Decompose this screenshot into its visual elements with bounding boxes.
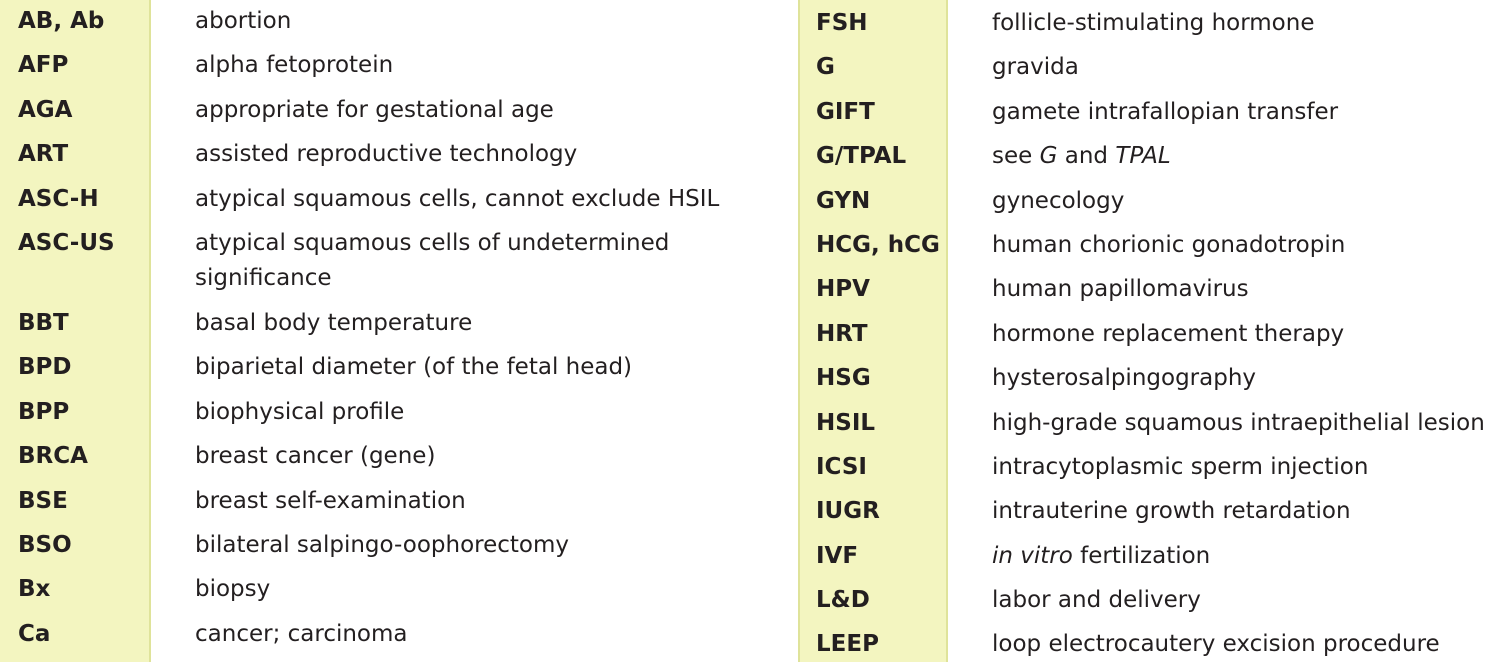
definition: gravida: [992, 54, 1079, 81]
definition: loop electrocautery excision procedure: [992, 631, 1440, 658]
definition: assisted reproductive technology: [195, 141, 578, 168]
definition: breast self-examination: [195, 487, 466, 514]
abbreviation: ASC-H: [18, 185, 99, 212]
definition: labor and delivery: [992, 587, 1201, 614]
abbreviation: BBT: [18, 309, 69, 336]
abbreviation: IUGR: [816, 498, 880, 525]
definition: basal body temperature: [195, 309, 473, 336]
abbreviation: BSO: [18, 531, 72, 558]
glossary-row: ASC-US atypical squamous cells of undeter…: [0, 222, 798, 302]
glossary-row: HCG, hCG human chorionic gonadotropin: [798, 224, 1500, 268]
glossary-row: AGA appropriate for gestational age: [0, 89, 798, 133]
glossary-row: BBT basal body temperature: [0, 302, 798, 346]
glossary-row: Ca cancer; carcinoma: [0, 613, 798, 657]
definition: hysterosalpingography: [992, 365, 1257, 392]
definition: human papillomavirus: [992, 276, 1249, 303]
definition: in vitro fertilization: [992, 535, 1492, 574]
glossary-row: BSE breast self-examination: [0, 480, 798, 524]
glossary-row: GIFT gamete intrafallopian transfer: [798, 91, 1500, 135]
definition: biparietal diameter (of the fetal head): [195, 354, 633, 381]
definition: follicle-stimulating hormone: [992, 10, 1315, 36]
definition: bilateral salpingo-oophorectomy: [195, 531, 569, 558]
definition: atypical squamous cells, cannot exclude …: [195, 185, 720, 212]
glossary-row: HPV human papillomavirus: [798, 268, 1500, 312]
glossary-row: Bx biopsy: [0, 568, 798, 612]
abbreviation: Ca: [18, 620, 51, 647]
abbreviation: ART: [18, 141, 69, 168]
abbreviation: LEEP: [816, 631, 879, 658]
abbreviation: FSH: [816, 10, 868, 36]
definition: intrauterine growth retardation: [992, 498, 1351, 525]
abbreviation: BPD: [18, 354, 72, 381]
abbreviation: BPP: [18, 398, 70, 425]
abbreviation: AGA: [18, 96, 73, 123]
abbreviation: HRT: [816, 320, 868, 347]
glossary-row: HSG hysterosalpingography: [798, 357, 1500, 401]
definition: gynecology: [992, 187, 1125, 214]
glossary-row: GYN gynecology: [798, 180, 1500, 224]
abbreviation: HCG, hCG: [816, 231, 940, 258]
abbreviation: GIFT: [816, 98, 875, 125]
definition-italic: TPAL: [1115, 143, 1171, 170]
abbreviation: BSE: [18, 487, 68, 514]
definition: cancer; carcinoma: [195, 620, 408, 647]
definition: human chorionic gonadotropin: [992, 231, 1346, 258]
glossary-row: IUGR intrauterine growth retardation: [798, 490, 1500, 534]
glossary-row: HSIL high-grade squamous intraepithelial …: [798, 402, 1500, 446]
abbreviation: G: [816, 54, 835, 81]
abbreviation: BRCA: [18, 443, 88, 470]
definition: appropriate for gestational age: [195, 96, 554, 123]
glossary-column-left: AB, Ab abortion AFP alpha fetoprotein AGA a…: [0, 0, 798, 657]
glossary-row: AFP alpha fetoprotein: [0, 44, 798, 88]
definition: gamete intrafallopian transfer: [992, 98, 1339, 125]
abbreviation: AFP: [18, 52, 69, 79]
glossary-row: LEEP loop electrocautery excision procedu…: [798, 623, 1500, 667]
abbreviation: Bx: [18, 576, 51, 603]
glossary-row: BPD biparietal diameter (of the fetal hea…: [0, 346, 798, 390]
glossary-row: ASC-H atypical squamous cells, cannot exc…: [0, 178, 798, 222]
glossary-row: L&D labor and delivery: [798, 579, 1500, 623]
definition-italic: G: [1039, 143, 1058, 170]
abbreviation-column-background-left: [0, 0, 151, 662]
glossary-row: FSH follicle-stimulating hormone: [798, 2, 1500, 46]
abbreviation-column-background-right: [798, 0, 948, 662]
definition: biopsy: [195, 576, 271, 603]
abbreviation: L&D: [816, 587, 870, 614]
definition: alpha fetoprotein: [195, 52, 394, 79]
definition-text: see: [992, 143, 1040, 170]
abbreviation: HPV: [816, 276, 870, 303]
glossary-row: BSO bilateral salpingo-oophorectomy: [0, 524, 798, 568]
definition: high-grade squamous intraepithelial lesi…: [992, 409, 1485, 436]
definition: intracytoplasmic sperm injection: [992, 453, 1369, 480]
glossary-row: HRT hormone replacement therapy: [798, 313, 1500, 357]
abbreviation: HSG: [816, 365, 871, 392]
definition: biophysical profile: [195, 398, 405, 425]
abbreviation: IVF: [816, 542, 859, 569]
glossary-row: BRCA breast cancer (gene): [0, 435, 798, 479]
definition-italic: in vitro: [992, 542, 1073, 569]
abbreviation: HSIL: [816, 409, 876, 436]
definition-text: fertilization: [1072, 542, 1211, 569]
definition: hormone replacement therapy: [992, 320, 1345, 347]
definition: breast cancer (gene): [195, 443, 436, 470]
abbreviation: AB, Ab: [18, 8, 105, 34]
abbreviation: ICSI: [816, 453, 867, 480]
glossary-row: BPP biophysical profile: [0, 391, 798, 435]
definition: see G and TPAL: [992, 135, 1492, 174]
abbreviation: G/TPAL: [816, 143, 907, 170]
definition-text: and: [1057, 143, 1116, 170]
glossary-row: G/TPAL see G and TPAL: [798, 135, 1500, 179]
glossary-row: ICSI intracytoplasmic sperm injection: [798, 446, 1500, 490]
definition: abortion: [195, 8, 292, 34]
definition: atypical squamous cells of undetermined …: [195, 229, 670, 291]
abbreviation: ASC-US: [18, 229, 115, 256]
abbreviation: GYN: [816, 187, 871, 214]
glossary-row: ART assisted reproductive technology: [0, 133, 798, 177]
glossary-row: AB, Ab abortion: [0, 0, 798, 44]
glossary-row: IVF in vitro fertilization: [798, 535, 1500, 579]
